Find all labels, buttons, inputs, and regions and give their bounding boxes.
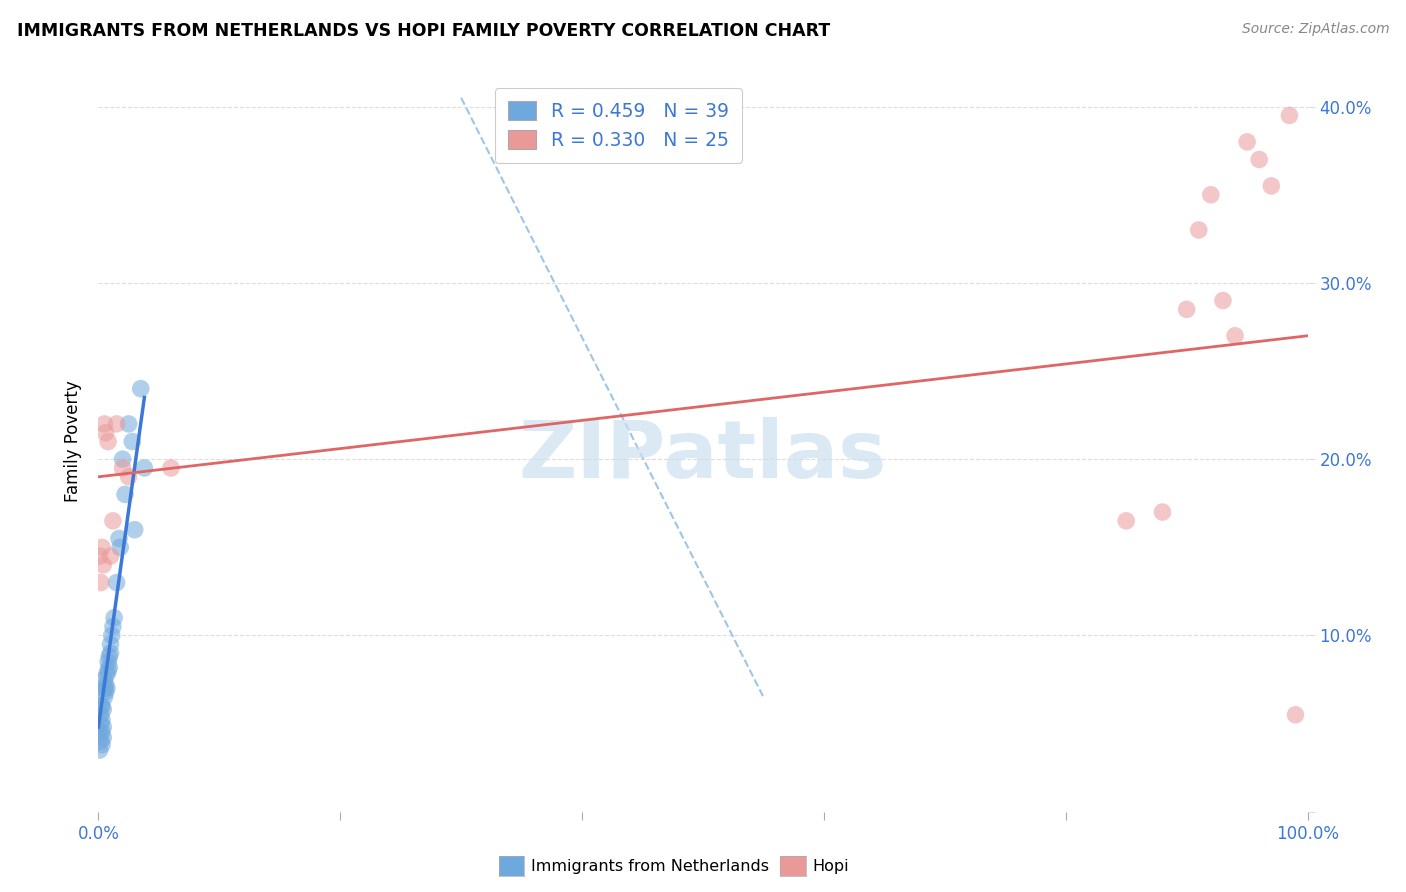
Point [1249, 153, 1271, 167]
Point [105, 575, 128, 590]
Point [160, 461, 183, 475]
Point [94, 678, 117, 692]
Point [91, 725, 114, 739]
Point [1115, 514, 1137, 528]
Point [97, 434, 120, 449]
Point [124, 523, 146, 537]
Point [93, 417, 115, 431]
Point [89, 725, 111, 739]
Point [1236, 135, 1258, 149]
Point [98, 660, 121, 674]
Point [101, 619, 124, 633]
Point [96, 681, 118, 696]
Point [97, 655, 120, 669]
Text: Hopi: Hopi [813, 859, 849, 873]
Point [90, 698, 112, 713]
Text: ZIPatlas: ZIPatlas [519, 417, 887, 495]
Point [108, 541, 131, 555]
Point [90, 716, 112, 731]
Point [118, 470, 141, 484]
Point [1278, 108, 1301, 122]
Point [94, 685, 117, 699]
Point [101, 514, 124, 528]
Legend: R = 0.459   N = 39, R = 0.330   N = 25: R = 0.459 N = 39, R = 0.330 N = 25 [495, 88, 742, 162]
Point [121, 434, 143, 449]
Text: Immigrants from Netherlands: Immigrants from Netherlands [531, 859, 769, 873]
Point [91, 720, 114, 734]
Point [100, 628, 122, 642]
Point [1199, 187, 1222, 202]
Y-axis label: Family Poverty: Family Poverty [65, 381, 83, 502]
Point [100, 637, 122, 651]
Point [1152, 505, 1174, 519]
Text: IMMIGRANTS FROM NETHERLANDS VS HOPI FAMILY POVERTY CORRELATION CHART: IMMIGRANTS FROM NETHERLANDS VS HOPI FAMI… [17, 22, 830, 40]
Point [91, 558, 114, 572]
Point [91, 541, 114, 555]
Point [90, 707, 112, 722]
Point [114, 487, 136, 501]
Point [98, 649, 121, 664]
Point [103, 611, 125, 625]
Point [97, 664, 120, 678]
Point [93, 690, 115, 705]
Point [89, 743, 111, 757]
Point [91, 738, 114, 752]
Point [100, 646, 122, 660]
Text: Source: ZipAtlas.com: Source: ZipAtlas.com [1241, 22, 1389, 37]
Point [90, 734, 112, 748]
Point [91, 731, 114, 745]
Point [91, 702, 114, 716]
Point [96, 667, 118, 681]
Point [1284, 707, 1306, 722]
Point [129, 382, 152, 396]
Point [1188, 223, 1211, 237]
Point [111, 461, 134, 475]
Point [111, 452, 134, 467]
Point [90, 575, 112, 590]
Point [91, 713, 114, 727]
Point [93, 673, 115, 687]
Point [1260, 178, 1282, 193]
Point [94, 425, 117, 440]
Point [134, 461, 156, 475]
Point [1212, 293, 1234, 308]
Point [1223, 328, 1246, 343]
Point [105, 417, 128, 431]
Point [100, 549, 122, 563]
Point [1175, 302, 1198, 317]
Point [118, 417, 141, 431]
Point [89, 549, 111, 563]
Point [108, 532, 131, 546]
Point [93, 681, 115, 696]
Point [91, 698, 114, 713]
